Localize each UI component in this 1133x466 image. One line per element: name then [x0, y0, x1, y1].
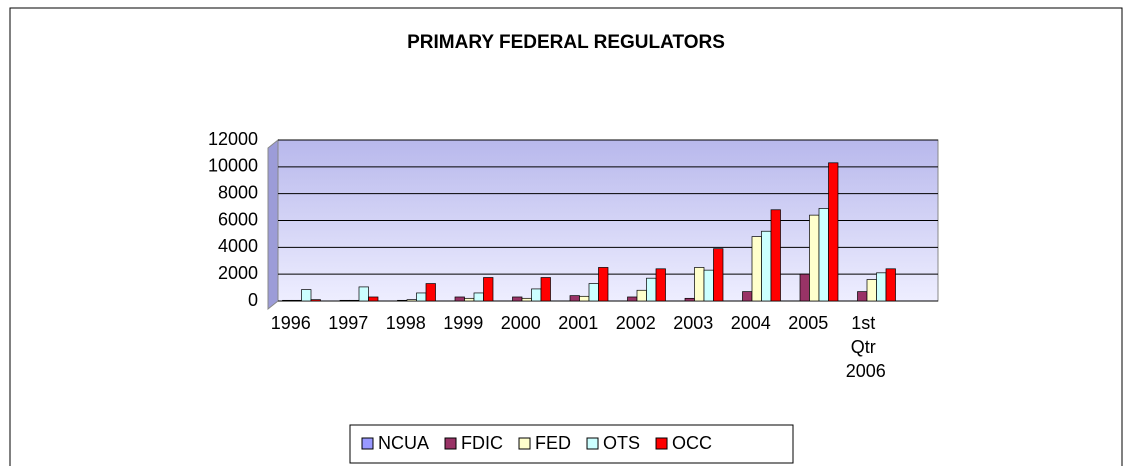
- y-tick-label: 10000: [208, 156, 258, 176]
- x-tick-label: 1996: [271, 313, 311, 333]
- x-tick-label: 2005: [788, 313, 828, 333]
- plot-wall: [267, 138, 279, 311]
- x-tick-label: 2003: [673, 313, 713, 333]
- bar: [809, 214, 820, 302]
- bar: [349, 299, 360, 302]
- bar: [684, 297, 695, 302]
- legend-label: OCC: [672, 433, 712, 453]
- legend-label: FDIC: [461, 433, 503, 453]
- y-tick-label: 6000: [218, 209, 258, 229]
- bar: [512, 296, 523, 302]
- bar: [425, 283, 436, 302]
- bar: [521, 297, 532, 302]
- bar: [291, 299, 302, 302]
- y-tick-label: 12000: [208, 129, 258, 149]
- bar: [646, 277, 657, 302]
- y-tick-label: 2000: [218, 263, 258, 283]
- bar: [483, 277, 494, 302]
- bar: [339, 299, 350, 302]
- bar: [406, 299, 417, 302]
- bar: [473, 292, 484, 302]
- x-tick-label: 1997: [328, 313, 368, 333]
- bar: [310, 299, 321, 302]
- bar: [368, 296, 379, 302]
- legend: [349, 424, 794, 464]
- bar: [454, 296, 465, 302]
- bar: [301, 289, 312, 302]
- x-tick-label: 1st Qtr 2006: [846, 313, 886, 381]
- bar: [885, 268, 896, 302]
- bar: [282, 299, 293, 302]
- bar: [703, 269, 714, 302]
- bar: [655, 268, 666, 302]
- x-tick-label: 2000: [501, 313, 541, 333]
- bar: [857, 291, 868, 302]
- legend-label: OTS: [603, 433, 640, 453]
- bar: [751, 236, 762, 302]
- x-tick-label: 2002: [616, 313, 656, 333]
- chart-title: PRIMARY FEDERAL REGULATORS: [407, 32, 725, 53]
- legend-label: FED: [535, 433, 571, 453]
- bar: [694, 267, 705, 302]
- y-tick-label: 0: [248, 290, 258, 310]
- bar: [569, 295, 580, 302]
- bar: [588, 283, 599, 302]
- bar: [540, 277, 551, 302]
- bar: [579, 295, 590, 302]
- bar: [770, 209, 781, 302]
- bar: [713, 248, 724, 302]
- y-tick-label: 4000: [218, 236, 258, 256]
- bar: [416, 292, 427, 302]
- bar: [531, 288, 542, 302]
- bar: [866, 279, 877, 302]
- legend-swatch: [586, 437, 599, 450]
- bar: [598, 267, 609, 302]
- x-tick-label: 1998: [386, 313, 426, 333]
- legend-swatch: [444, 437, 457, 450]
- legend-label: NCUA: [378, 433, 429, 453]
- y-tick-label: 8000: [218, 182, 258, 202]
- bar: [818, 208, 829, 302]
- bar: [397, 299, 408, 302]
- bar: [828, 162, 839, 302]
- bar: [742, 291, 753, 302]
- bar: [799, 273, 810, 302]
- x-tick-label: 2001: [558, 313, 598, 333]
- bar: [761, 230, 772, 302]
- legend-swatch: [361, 437, 374, 450]
- legend-swatch: [518, 437, 531, 450]
- x-tick-label: 1999: [443, 313, 483, 333]
- bar: [627, 296, 638, 302]
- bar: [876, 272, 887, 302]
- bar: [464, 297, 475, 302]
- bar: [358, 286, 369, 302]
- legend-swatch: [655, 437, 668, 450]
- bar: [636, 289, 647, 302]
- x-tick-label: 2004: [731, 313, 771, 333]
